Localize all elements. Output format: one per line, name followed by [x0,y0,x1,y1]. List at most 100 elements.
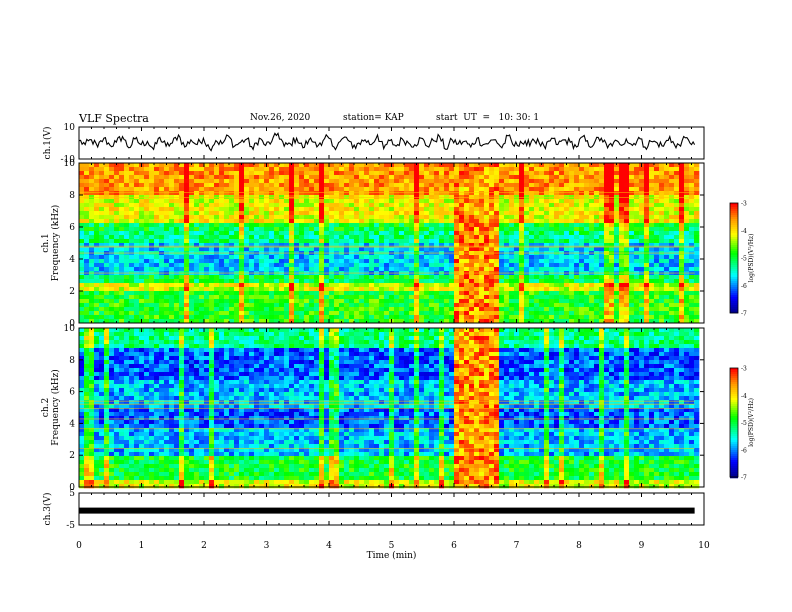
spectrogram-1-cell [614,235,620,240]
spectrogram-1-cell [449,279,455,284]
spectrogram-1-cell [639,183,645,188]
spectrogram-1-cell [554,291,560,296]
spectrogram-1-cell [619,215,625,220]
spectrogram-1-cell [484,311,490,316]
spectrogram-1-cell [189,223,195,228]
spectrogram-1-cell [229,231,235,236]
spectrogram-1-cell [594,171,600,176]
spectrogram-1-cell [269,219,275,224]
spectrogram-1-cell [174,239,180,244]
spectrogram-1-cell [329,183,335,188]
spectrogram-1-cell [474,191,480,196]
spectrogram-1-cell [359,311,365,316]
spectrogram-1-cell [324,319,330,324]
spectrogram-1-cell [439,263,445,268]
spectrogram-1-cell [514,175,520,180]
spectrogram-1-cell [579,215,585,220]
spectrogram-1-cell [679,275,685,280]
spectrogram-1-cell [524,239,530,244]
spectrogram-1-cell [199,175,205,180]
spectrogram-1-cell [299,255,305,260]
spectrogram-1-cell [104,207,110,212]
spectrogram-1-cell [104,283,110,288]
spectrogram-1-cell [269,263,275,268]
spectrogram-1-cell [334,183,340,188]
spectrogram-1-cell [459,219,465,224]
spectrogram-1-cell [94,215,100,220]
spectrogram-1-cell [619,235,625,240]
spectrogram-1-cell [334,219,340,224]
spectrogram-1-cell [434,243,440,248]
spectrogram-1-cell [234,291,240,296]
spectrogram-1-cell [439,187,445,192]
spectrogram-1-cell [659,227,665,232]
spectrogram-1-cell [649,259,655,264]
spectrogram-1-cell [104,255,110,260]
spectrogram-1-cell [204,171,210,176]
spectrogram-1-cell [409,207,415,212]
spectrogram-1-cell [344,303,350,308]
spectrogram-1-cell [94,243,100,248]
spectrogram-1-cell [209,267,215,272]
spectrogram-1-cell [589,231,595,236]
spectrogram-1-cell [234,235,240,240]
spectrogram-1-cell [629,235,635,240]
spectrogram-1-cell [654,259,660,264]
spectrogram-1-cell [184,239,190,244]
spectrogram-1-cell [394,235,400,240]
spectrogram-1-cell [169,171,175,176]
spectrogram-1-cell [399,211,405,216]
spectrogram-1-cell [269,227,275,232]
spectrogram-1-cell [629,191,635,196]
spectrogram-1-cell [649,311,655,316]
spectrogram-1-cell [234,303,240,308]
spectrogram-1-cell [159,243,165,248]
spectrogram-1-cell [629,203,635,208]
spectrogram-1-cell [524,207,530,212]
spectrogram-1-cell [494,299,500,304]
spectrogram-1-cell [259,319,265,324]
spectrogram-1-cell [534,191,540,196]
spectrogram-1-cell [599,187,605,192]
spectrogram-1-cell [139,231,145,236]
spectrogram-1-cell [649,183,655,188]
spectrogram-1-cell [484,319,490,324]
spectrogram-1-cell [449,175,455,180]
spectrogram-1-cell [104,315,110,320]
spectrogram-1-cell [449,219,455,224]
spectrogram-1-cell [184,315,190,320]
spectrogram-1-cell [559,255,565,260]
spectrogram-1-cell [189,171,195,176]
spectrogram-1-cell [419,283,425,288]
spectrogram-1-cell [169,227,175,232]
spectrogram-1-cell [629,211,635,216]
spectrogram-1-cell [399,187,405,192]
spectrogram-1-cell [174,267,180,272]
spectrogram-1-cell [404,315,410,320]
spectrogram-1-cell [109,307,115,312]
spectrogram-1-cell [419,203,425,208]
spectrogram-1-cell [459,315,465,320]
spectrogram-1-cell [329,319,335,324]
spectrogram-1-cell [574,275,580,280]
spectrogram-1-cell [599,307,605,312]
spectrogram-1-cell [189,235,195,240]
spectrogram-1-cell [559,267,565,272]
spectrogram-1-cell [409,247,415,252]
spectrogram-1-cell [379,243,385,248]
spectrogram-1-cell [619,219,625,224]
spectrogram-1-cell [179,179,185,184]
spectrogram-1-cell [674,315,680,320]
spectrogram-1-cell [329,279,335,284]
spectrogram-1-cell [109,239,115,244]
spectrogram-1-cell [269,287,275,292]
spectrogram-1-cell [499,207,505,212]
spectrogram-1-cell [129,319,135,324]
spectrogram-1-cell [489,211,495,216]
spectrogram-1-cell [114,211,120,216]
spectrogram-1-cell [674,283,680,288]
spectrogram-1-cell [299,203,305,208]
spectrogram-1-cell [234,187,240,192]
spectrogram-1-cell [524,227,530,232]
spectrogram-1-cell [409,163,415,168]
